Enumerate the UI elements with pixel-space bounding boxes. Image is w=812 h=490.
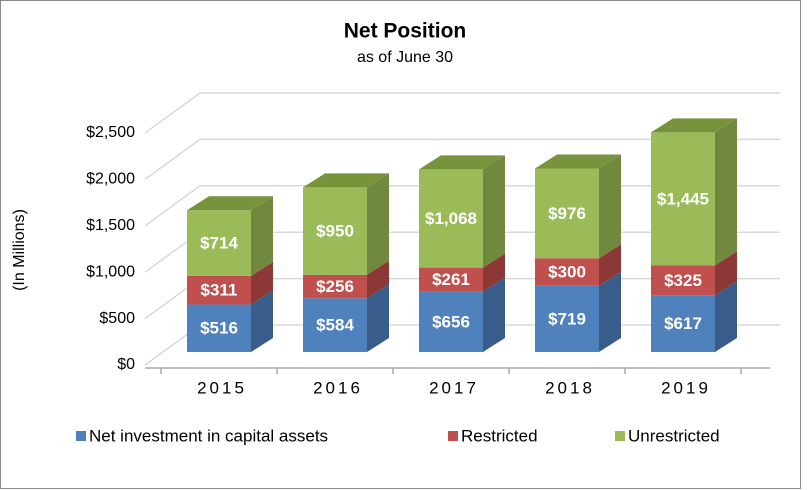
x-tick-label: 2016 bbox=[313, 378, 363, 397]
bar-side bbox=[715, 118, 737, 266]
y-tick-label: $2,000 bbox=[86, 171, 135, 188]
bar bbox=[651, 132, 715, 266]
bar bbox=[535, 258, 599, 286]
value-label: $311 bbox=[201, 281, 238, 300]
bar bbox=[187, 275, 251, 305]
grid-line bbox=[144, 138, 780, 181]
y-tick-label: $1,000 bbox=[86, 263, 135, 280]
value-label: $714 bbox=[200, 234, 238, 253]
y-tick-label: $1,500 bbox=[86, 217, 135, 234]
bar bbox=[303, 274, 367, 299]
value-label: $256 bbox=[316, 277, 354, 296]
y-tick-label: $2,500 bbox=[86, 124, 135, 141]
legend-swatch bbox=[448, 431, 458, 441]
bar-side bbox=[483, 277, 505, 352]
value-label: $300 bbox=[548, 263, 586, 282]
bar-side bbox=[367, 173, 389, 275]
y-tick-label: $0 bbox=[117, 356, 135, 373]
legend-label: Unrestricted bbox=[628, 426, 720, 445]
legend-swatch bbox=[76, 431, 86, 441]
value-label: $1,068 bbox=[425, 209, 477, 228]
bar bbox=[419, 291, 483, 352]
bar bbox=[419, 267, 483, 292]
bar-side bbox=[483, 155, 505, 268]
bar bbox=[187, 304, 251, 352]
legend-label: Restricted bbox=[461, 426, 538, 445]
bar bbox=[187, 210, 251, 276]
value-label: $950 bbox=[316, 222, 354, 241]
value-label: $516 bbox=[200, 319, 238, 338]
bar bbox=[303, 298, 367, 352]
bar-side bbox=[483, 253, 505, 292]
value-label: $719 bbox=[548, 309, 586, 328]
bar-side bbox=[715, 251, 737, 296]
bar-side bbox=[251, 290, 273, 352]
value-label: $656 bbox=[432, 312, 470, 331]
y-axis-label: (In Millions) bbox=[11, 209, 28, 291]
bar-side bbox=[599, 244, 621, 286]
bar-side bbox=[251, 261, 273, 305]
bar bbox=[535, 168, 599, 259]
value-label: $261 bbox=[432, 270, 470, 289]
bar-top bbox=[187, 196, 273, 211]
legend-label: Net investment in capital assets bbox=[89, 426, 328, 445]
x-tick-label: 2019 bbox=[661, 378, 711, 397]
bar bbox=[651, 295, 715, 352]
chart-title: Net Position bbox=[344, 20, 467, 43]
value-label: $976 bbox=[548, 204, 586, 223]
bar-side bbox=[599, 271, 621, 352]
bar-top bbox=[419, 155, 505, 170]
value-label: $1,445 bbox=[657, 189, 709, 208]
bar-side bbox=[599, 154, 621, 259]
bar-side bbox=[367, 284, 389, 352]
x-tick-label: 2015 bbox=[197, 378, 247, 397]
grid-line bbox=[144, 92, 780, 134]
chart-subtitle: as of June 30 bbox=[357, 49, 453, 66]
y-tick-label: $500 bbox=[99, 310, 135, 327]
bar bbox=[535, 285, 599, 352]
legend-swatch bbox=[615, 431, 625, 441]
value-label: $325 bbox=[664, 271, 702, 290]
x-tick-label: 2017 bbox=[429, 378, 479, 397]
bar-side bbox=[251, 196, 273, 276]
bar-side bbox=[715, 281, 737, 352]
bar bbox=[419, 169, 483, 268]
bar bbox=[651, 265, 715, 296]
value-label: $617 bbox=[664, 314, 702, 333]
bar bbox=[303, 187, 367, 275]
bar-top bbox=[303, 173, 389, 188]
bar-side bbox=[367, 260, 389, 299]
value-label: $584 bbox=[316, 316, 354, 335]
bar-top bbox=[535, 154, 621, 169]
bar-top bbox=[651, 118, 737, 133]
x-tick-label: 2018 bbox=[545, 378, 595, 397]
